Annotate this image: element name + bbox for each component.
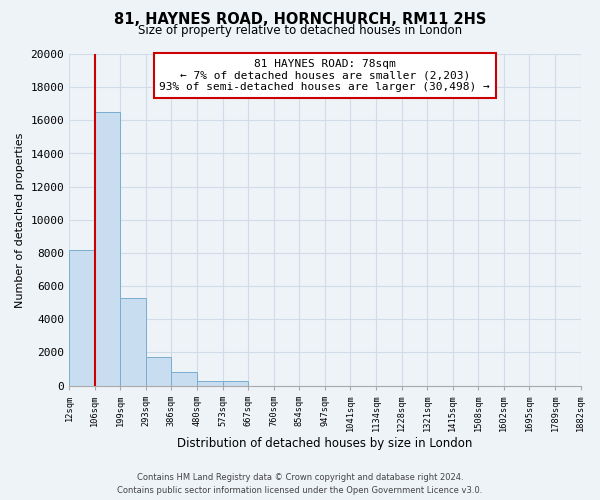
Bar [95, 112, 121, 386]
Bar [69, 250, 95, 386]
Y-axis label: Number of detached properties: Number of detached properties [15, 132, 25, 308]
Bar [146, 356, 172, 386]
Bar [197, 380, 223, 386]
Text: 81, HAYNES ROAD, HORNCHURCH, RM11 2HS: 81, HAYNES ROAD, HORNCHURCH, RM11 2HS [114, 12, 486, 28]
Bar [172, 372, 197, 386]
Bar [223, 381, 248, 386]
Text: 81 HAYNES ROAD: 78sqm
← 7% of detached houses are smaller (2,203)
93% of semi-de: 81 HAYNES ROAD: 78sqm ← 7% of detached h… [160, 59, 490, 92]
Text: Size of property relative to detached houses in London: Size of property relative to detached ho… [138, 24, 462, 37]
Bar [121, 298, 146, 386]
X-axis label: Distribution of detached houses by size in London: Distribution of detached houses by size … [177, 437, 473, 450]
Text: Contains HM Land Registry data © Crown copyright and database right 2024.
Contai: Contains HM Land Registry data © Crown c… [118, 473, 482, 495]
